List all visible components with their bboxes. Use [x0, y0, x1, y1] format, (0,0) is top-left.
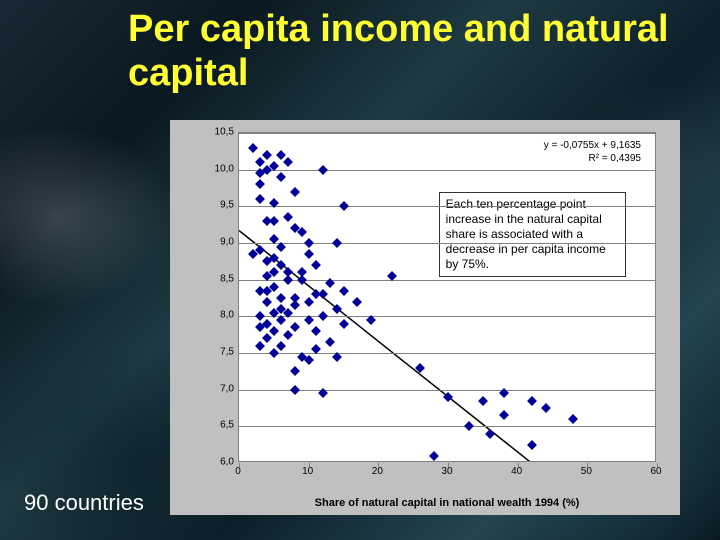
y-tick-label: 8,5 [204, 273, 234, 284]
data-point [283, 157, 293, 167]
data-point [541, 403, 551, 413]
data-point [262, 333, 272, 343]
data-point [443, 392, 453, 402]
data-point [276, 172, 286, 182]
data-point [485, 429, 495, 439]
gridline-h [239, 206, 655, 207]
y-tick-label: 7,5 [204, 347, 234, 358]
data-point [290, 366, 300, 376]
data-point [464, 421, 474, 431]
data-point [318, 311, 328, 321]
countries-count-label: 90 countries [24, 490, 144, 516]
data-point [429, 451, 439, 461]
data-point [276, 150, 286, 160]
r-squared-text: R² = 0,4395 [544, 152, 641, 165]
x-tick-label: 50 [581, 466, 592, 477]
data-point [339, 286, 349, 296]
data-point [255, 286, 265, 296]
gridline-h [239, 170, 655, 171]
data-point [332, 304, 342, 314]
x-tick-label: 60 [650, 466, 661, 477]
data-point [318, 165, 328, 175]
data-point [269, 326, 279, 336]
data-point [352, 297, 362, 307]
x-tick-label: 30 [441, 466, 452, 477]
y-tick-label: 7,0 [204, 383, 234, 394]
data-point [269, 216, 279, 226]
gridline-h [239, 243, 655, 244]
data-point [255, 341, 265, 351]
data-point [568, 414, 578, 424]
data-point [304, 297, 314, 307]
data-point [415, 363, 425, 373]
data-point [304, 238, 314, 248]
data-point [283, 275, 293, 285]
data-point [297, 267, 307, 277]
x-tick-label: 40 [511, 466, 522, 477]
data-point [255, 311, 265, 321]
data-point [255, 179, 265, 189]
data-point [290, 187, 300, 197]
data-point [283, 212, 293, 222]
data-point [283, 330, 293, 340]
data-point [290, 385, 300, 395]
data-point [276, 341, 286, 351]
data-point [304, 249, 314, 259]
data-point [290, 322, 300, 332]
slide-title: Per capita income and natural capital [128, 8, 720, 95]
data-point [290, 300, 300, 310]
equation-text: y = -0,0755x + 9,1635 [544, 139, 641, 152]
regression-equation: y = -0,0755x + 9,1635 R² = 0,4395 [544, 139, 641, 165]
data-point [499, 410, 509, 420]
plot-area: y = -0,0755x + 9,1635 R² = 0,4395 Each t… [238, 132, 656, 462]
x-tick-label: 10 [302, 466, 313, 477]
data-point [262, 297, 272, 307]
y-tick-label: 6,5 [204, 420, 234, 431]
data-point [311, 260, 321, 270]
data-point [311, 326, 321, 336]
annotation-callout: Each ten percentage point increase in th… [439, 192, 626, 277]
y-tick-label: 10,0 [204, 163, 234, 174]
data-point [527, 440, 537, 450]
data-point [276, 260, 286, 270]
data-point [339, 201, 349, 211]
y-tick-label: 8,0 [204, 310, 234, 321]
data-point [318, 289, 328, 299]
gridline-h [239, 390, 655, 391]
gridline-h [239, 426, 655, 427]
data-point [339, 319, 349, 329]
data-point [255, 157, 265, 167]
data-point [527, 396, 537, 406]
y-tick-label: 9,5 [204, 200, 234, 211]
trendline-svg [239, 133, 655, 461]
y-tick-label: 10,5 [204, 127, 234, 138]
data-point [478, 396, 488, 406]
y-tick-label: 9,0 [204, 237, 234, 248]
x-axis-label: Share of natural capital in national wea… [238, 497, 656, 509]
scatter-chart: Logarithm of ppp-adjusted per capita GNP… [170, 120, 680, 515]
data-point [332, 238, 342, 248]
gridline-h [239, 133, 655, 134]
gridline-h [239, 316, 655, 317]
x-tick-label: 20 [372, 466, 383, 477]
data-point [262, 150, 272, 160]
data-point [248, 143, 258, 153]
data-point [325, 337, 335, 347]
data-point [269, 348, 279, 358]
y-tick-label: 6,0 [204, 457, 234, 468]
data-point [276, 293, 286, 303]
data-point [255, 194, 265, 204]
x-tick-label: 0 [235, 466, 241, 477]
